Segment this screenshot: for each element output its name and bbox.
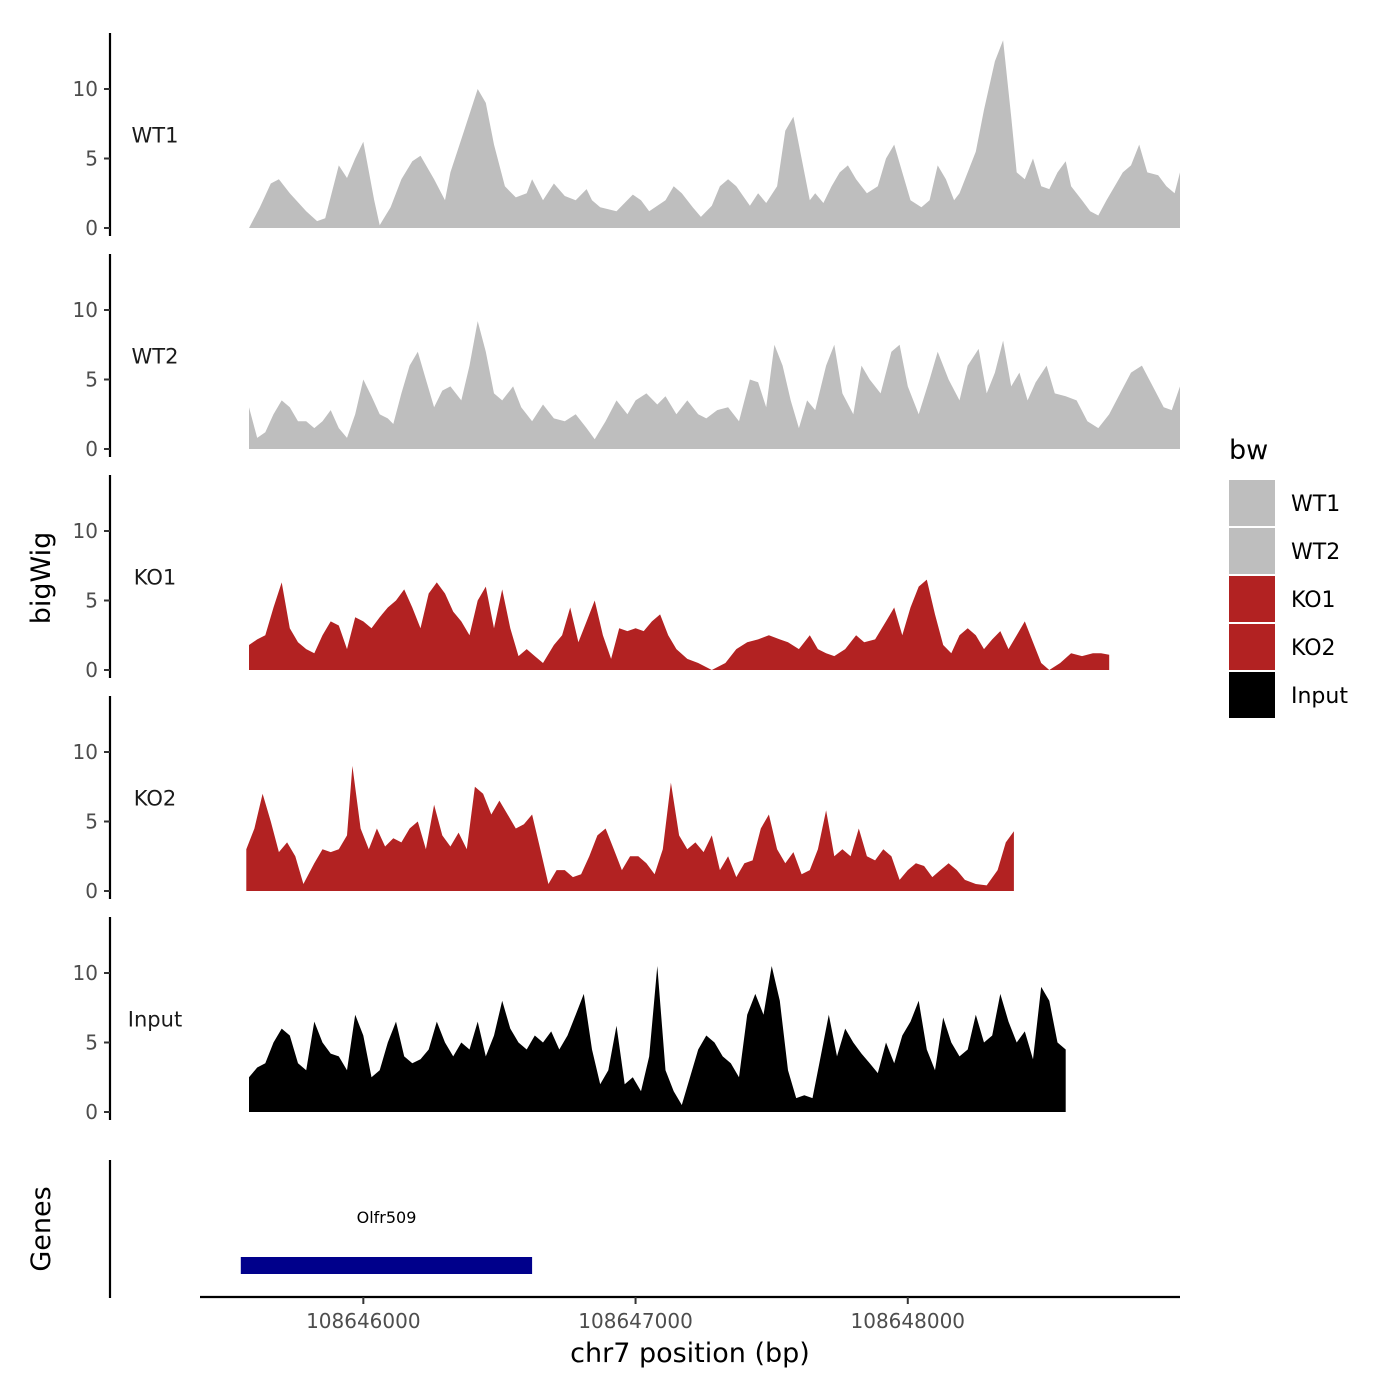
x-tick-label-108646000: 108646000 — [306, 1309, 421, 1333]
series-area-ko2 — [246, 765, 1014, 891]
y-tick-label-wt1-0: 0 — [85, 216, 98, 240]
legend: bw WT1 WT2 KO1 KO2 Input — [1229, 435, 1348, 718]
series-area-input — [249, 966, 1066, 1112]
track-label-wt1: WT1 — [132, 124, 179, 148]
legend-title: bw — [1229, 435, 1268, 466]
bigwig-tracks: 0 5 10 WT1 0 5 10 WT2 0 5 10 KO1 0 5 10 KO2 0 5 10 Input — [73, 33, 1180, 1124]
legend-swatch-wt1 — [1229, 480, 1275, 526]
track-label-ko1: KO1 — [134, 566, 177, 590]
legend-label-wt1: WT1 — [1291, 492, 1340, 517]
x-axis: 108646000 108647000 108648000 — [200, 1295, 1180, 1333]
y-axis-title: bigWig — [26, 532, 57, 625]
genes-panel: Olfr509 — [108, 1160, 533, 1298]
series-area-wt1 — [249, 40, 1180, 228]
track-label-wt2: WT2 — [132, 345, 179, 369]
x-tick-label-108648000: 108648000 — [851, 1309, 966, 1333]
x-tick-label-108647000: 108647000 — [578, 1309, 693, 1333]
track-wt2: 0 5 10 WT2 — [73, 254, 1180, 461]
legend-swatch-ko2 — [1229, 624, 1275, 670]
y-tick-label-wt2-10: 10 — [73, 298, 98, 322]
gene-label-olfr509: Olfr509 — [357, 1208, 417, 1227]
legend-label-input: Input — [1291, 684, 1348, 709]
y-tick-label-wt1-5: 5 — [85, 147, 98, 171]
legend-label-ko2: KO2 — [1291, 636, 1336, 661]
x-axis-title: chr7 position (bp) — [570, 1338, 810, 1369]
y-tick-label-input-0: 0 — [85, 1100, 98, 1124]
legend-swatch-input — [1229, 672, 1275, 718]
y-tick-label-ko2-10: 10 — [73, 740, 98, 764]
y-tick-label-ko2-5: 5 — [85, 810, 98, 834]
y-tick-label-ko1-5: 5 — [85, 589, 98, 613]
legend-swatch-wt2 — [1229, 528, 1275, 574]
track-ko1: 0 5 10 KO1 — [73, 475, 1110, 682]
track-ko2: 0 5 10 KO2 — [73, 696, 1014, 903]
series-area-ko1 — [249, 579, 1110, 670]
track-label-ko2: KO2 — [134, 787, 177, 811]
y-tick-label-ko1-0: 0 — [85, 658, 98, 682]
legend-label-wt2: WT2 — [1291, 540, 1340, 565]
series-area-wt2 — [249, 321, 1180, 449]
y-tick-label-input-10: 10 — [73, 961, 98, 985]
genes-axis-title: Genes — [26, 1186, 57, 1271]
track-label-input: Input — [128, 1008, 182, 1032]
legend-label-ko1: KO1 — [1291, 588, 1336, 613]
track-wt1: 0 5 10 WT1 — [73, 33, 1180, 240]
y-tick-label-ko1-10: 10 — [73, 519, 98, 543]
track-input: 0 5 10 Input — [73, 917, 1066, 1124]
y-tick-label-wt2-0: 0 — [85, 437, 98, 461]
gene-olfr509 — [240, 1257, 533, 1274]
y-tick-label-ko2-0: 0 — [85, 879, 98, 903]
y-tick-label-input-5: 5 — [85, 1031, 98, 1055]
legend-swatch-ko1 — [1229, 576, 1275, 622]
y-tick-label-wt1-10: 10 — [73, 77, 98, 101]
y-tick-label-wt2-5: 5 — [85, 368, 98, 392]
